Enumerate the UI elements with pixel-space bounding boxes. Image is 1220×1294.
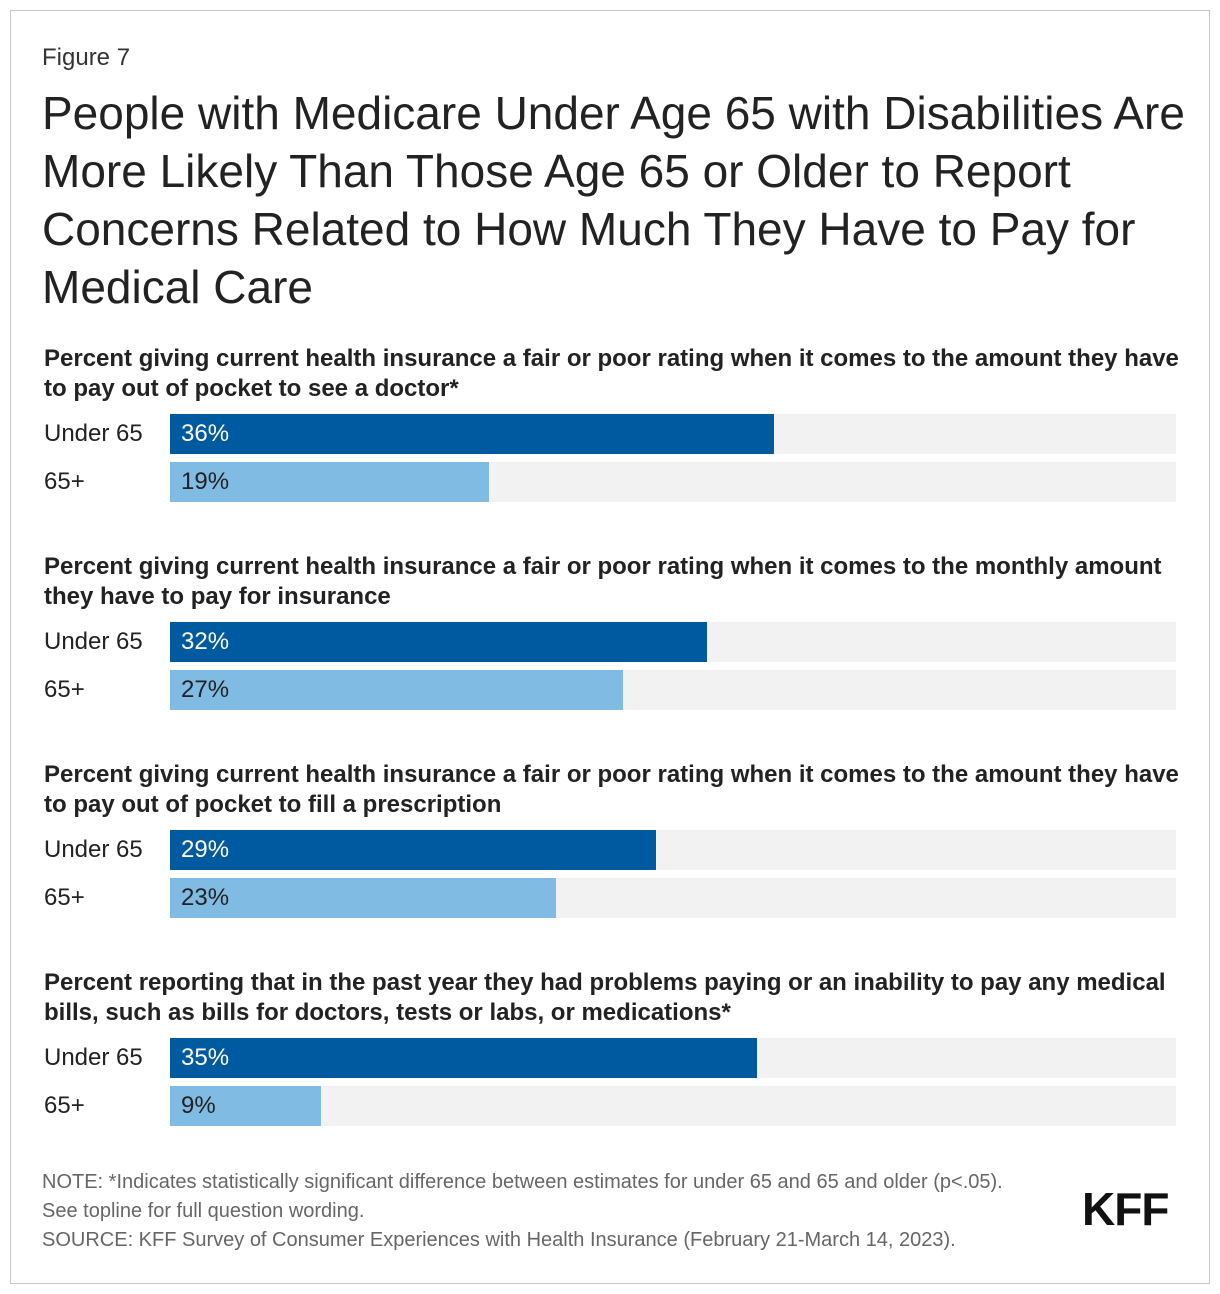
row-label-65-plus: 65+ <box>44 468 85 495</box>
row-label-65-plus: 65+ <box>44 676 85 703</box>
bar-65-plus <box>170 1086 321 1126</box>
row-label-under-65: Under 65 <box>44 1044 143 1071</box>
data-label: 32% <box>181 628 230 655</box>
bar-65-plus <box>170 670 623 710</box>
bar-under-65 <box>170 1038 757 1078</box>
bar-under-65 <box>170 830 656 870</box>
bar-track: 32% <box>170 622 1176 662</box>
source-text: SOURCE: KFF Survey of Consumer Experienc… <box>42 1229 956 1251</box>
data-label: 36% <box>181 420 230 447</box>
bar-65-plus <box>170 878 556 918</box>
bar-track: 23% <box>170 878 1176 918</box>
row-label-65-plus: 65+ <box>44 1092 85 1119</box>
kff-logo: KFF <box>1082 1183 1169 1235</box>
bar-track: 35% <box>170 1038 1176 1078</box>
footnote: NOTE: *Indicates statistically significa… <box>42 1168 1042 1255</box>
bar-under-65 <box>170 414 774 454</box>
data-label: 29% <box>181 836 230 863</box>
bar-65-plus <box>170 462 489 502</box>
bar-track: 9% <box>170 1086 1176 1126</box>
bar-track: 27% <box>170 670 1176 710</box>
row-label-65-plus: 65+ <box>44 884 85 911</box>
figure-label: Figure 7 <box>42 44 131 71</box>
data-label: 9% <box>181 1092 216 1119</box>
panel-title-2: Percent giving current health insurance … <box>44 553 1162 610</box>
data-label: 27% <box>181 676 230 703</box>
row-label-under-65: Under 65 <box>44 420 143 447</box>
row-label-under-65: Under 65 <box>44 836 143 863</box>
chart-title: People with Medicare Under Age 65 with D… <box>42 87 1185 313</box>
bar-track: 29% <box>170 830 1176 870</box>
note-text: NOTE: *Indicates statistically significa… <box>42 1171 1003 1222</box>
panel-title-1: Percent giving current health insurance … <box>44 345 1179 402</box>
data-label: 35% <box>181 1044 230 1071</box>
data-label: 19% <box>181 468 230 495</box>
bar-under-65 <box>170 622 707 662</box>
data-label: 23% <box>181 884 230 911</box>
panel-title-3: Percent giving current health insurance … <box>44 761 1179 818</box>
bar-track: 19% <box>170 462 1176 502</box>
bar-track: 36% <box>170 414 1176 454</box>
panel-title-4: Percent reporting that in the past year … <box>44 969 1166 1026</box>
row-label-under-65: Under 65 <box>44 628 143 655</box>
